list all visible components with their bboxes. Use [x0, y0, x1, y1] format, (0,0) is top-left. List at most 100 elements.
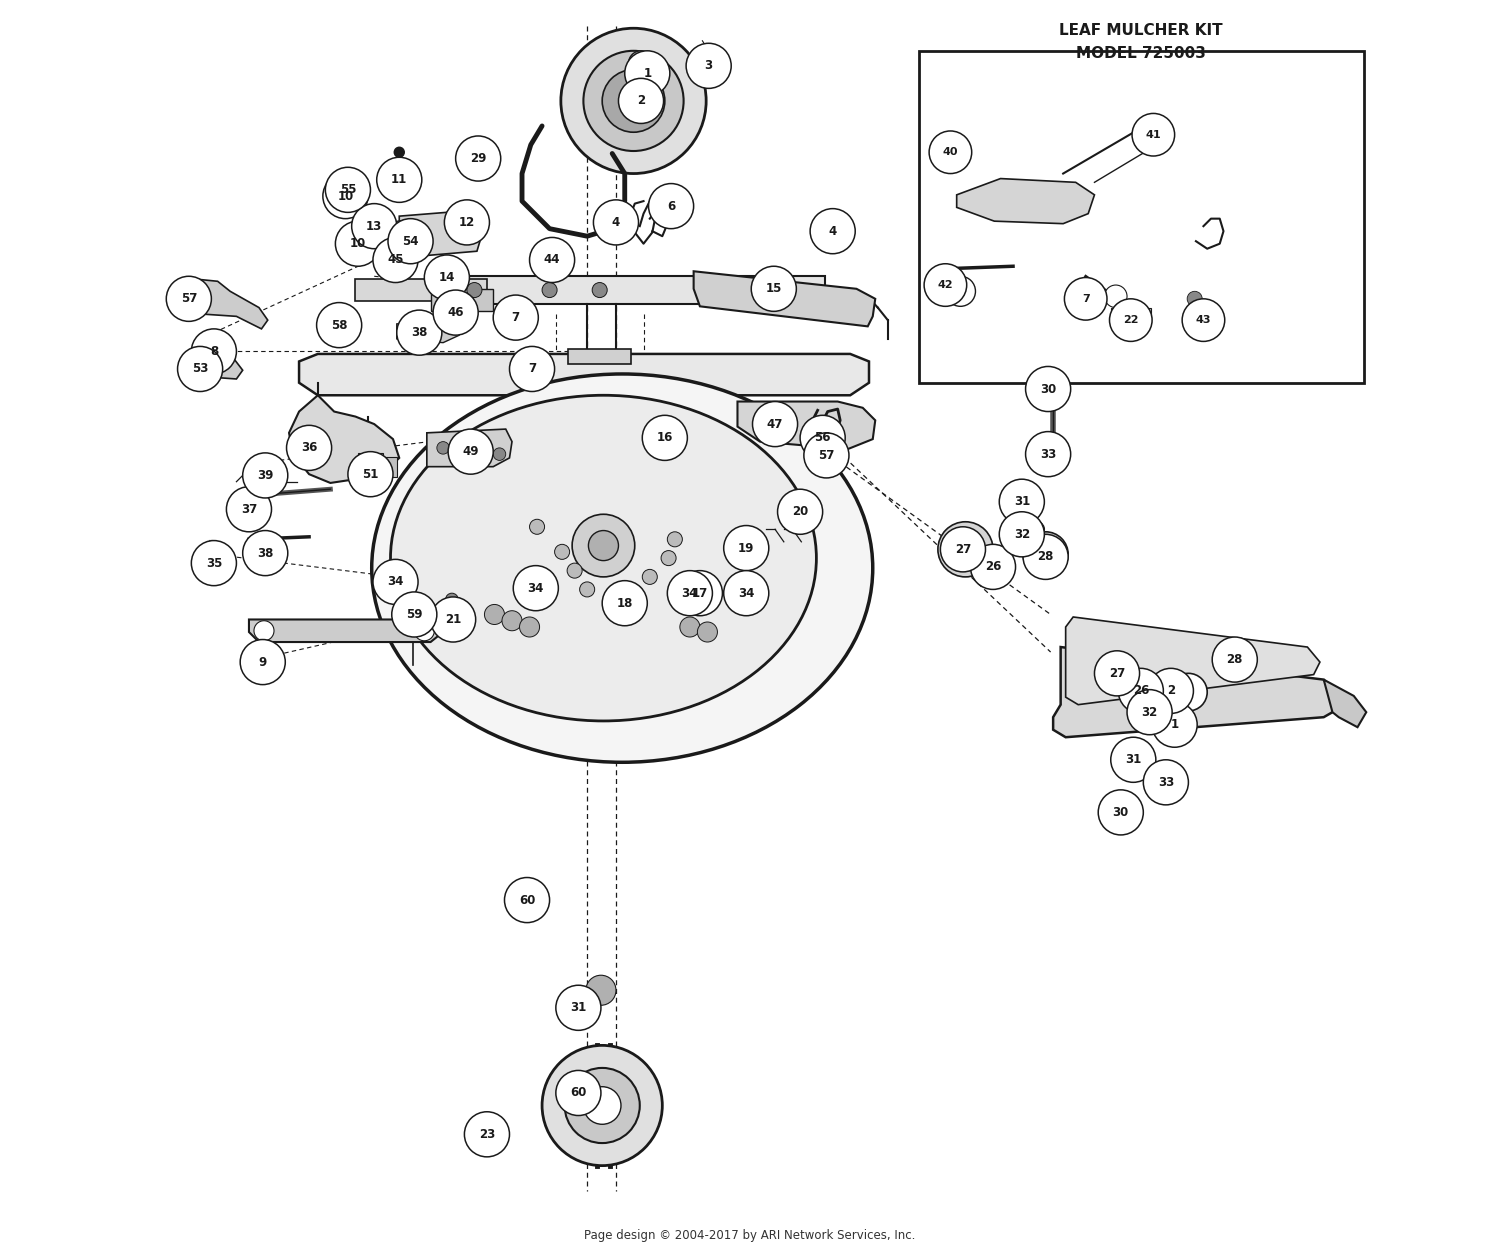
- Text: 3: 3: [705, 59, 712, 73]
- Circle shape: [624, 51, 670, 95]
- Polygon shape: [399, 211, 480, 256]
- Circle shape: [1170, 673, 1208, 711]
- Circle shape: [668, 571, 712, 616]
- Circle shape: [1098, 790, 1143, 835]
- Polygon shape: [298, 354, 868, 395]
- Text: 60: 60: [519, 894, 536, 907]
- Circle shape: [530, 519, 544, 534]
- Circle shape: [562, 1077, 594, 1110]
- Text: ARI: ARI: [568, 512, 706, 581]
- Text: 34: 34: [528, 582, 544, 594]
- Circle shape: [374, 237, 419, 282]
- Circle shape: [504, 878, 549, 923]
- Text: 40: 40: [942, 147, 958, 157]
- Text: 1: 1: [1170, 719, 1179, 731]
- Polygon shape: [430, 288, 494, 311]
- Text: 12: 12: [459, 216, 476, 229]
- Text: 54: 54: [402, 234, 418, 248]
- Circle shape: [448, 429, 494, 474]
- Text: 34: 34: [738, 587, 754, 599]
- Circle shape: [394, 147, 405, 157]
- Bar: [372, 456, 398, 477]
- Circle shape: [444, 199, 489, 245]
- Text: 26: 26: [1132, 685, 1149, 697]
- Text: 6: 6: [668, 199, 675, 213]
- Circle shape: [254, 621, 274, 641]
- Text: 15: 15: [765, 282, 782, 295]
- Circle shape: [1212, 637, 1257, 682]
- Text: 31: 31: [570, 1001, 586, 1014]
- Circle shape: [388, 218, 433, 263]
- Circle shape: [424, 255, 470, 300]
- Circle shape: [433, 290, 478, 335]
- Circle shape: [616, 582, 633, 597]
- Circle shape: [556, 986, 602, 1031]
- Text: 9: 9: [258, 656, 267, 668]
- Text: 34: 34: [387, 576, 404, 588]
- Circle shape: [316, 302, 362, 347]
- Text: 14: 14: [438, 271, 454, 283]
- Text: 10: 10: [338, 189, 354, 203]
- Circle shape: [680, 617, 700, 637]
- Circle shape: [351, 237, 364, 250]
- Circle shape: [398, 310, 442, 355]
- Text: 33: 33: [1158, 776, 1174, 789]
- Circle shape: [723, 525, 770, 571]
- Circle shape: [800, 415, 844, 460]
- Circle shape: [466, 282, 482, 297]
- Text: 32: 32: [1014, 528, 1031, 540]
- Circle shape: [579, 582, 594, 597]
- Circle shape: [474, 448, 488, 460]
- Text: 38: 38: [256, 547, 273, 559]
- Circle shape: [542, 282, 556, 297]
- Text: 4: 4: [828, 224, 837, 238]
- Text: 7: 7: [512, 311, 520, 324]
- Circle shape: [752, 266, 796, 311]
- Circle shape: [572, 514, 634, 577]
- Text: 53: 53: [192, 362, 208, 375]
- Text: 8: 8: [210, 345, 218, 357]
- Text: Page design © 2004-2017 by ARI Network Services, Inc.: Page design © 2004-2017 by ARI Network S…: [585, 1229, 915, 1243]
- Circle shape: [484, 604, 504, 624]
- Polygon shape: [368, 219, 419, 248]
- Circle shape: [1143, 760, 1188, 805]
- Circle shape: [1119, 668, 1164, 714]
- Circle shape: [668, 532, 682, 547]
- Circle shape: [430, 597, 476, 642]
- Text: 47: 47: [766, 418, 783, 430]
- Text: 46: 46: [447, 306, 464, 319]
- Circle shape: [602, 581, 648, 626]
- Circle shape: [938, 522, 993, 577]
- Text: 49: 49: [462, 445, 478, 458]
- Circle shape: [322, 173, 368, 218]
- Text: 60: 60: [570, 1086, 586, 1100]
- Text: 26: 26: [986, 561, 1000, 573]
- Circle shape: [494, 448, 506, 460]
- Circle shape: [723, 571, 770, 616]
- Circle shape: [952, 537, 978, 562]
- Circle shape: [336, 221, 381, 266]
- Text: 2: 2: [638, 94, 645, 108]
- Circle shape: [456, 445, 468, 458]
- Polygon shape: [693, 271, 876, 326]
- Text: 2: 2: [1167, 685, 1174, 697]
- Circle shape: [567, 563, 582, 578]
- Text: 41: 41: [1146, 129, 1161, 139]
- Polygon shape: [290, 395, 399, 483]
- Text: 10: 10: [350, 237, 366, 251]
- Circle shape: [1104, 285, 1126, 307]
- Text: 7: 7: [1082, 293, 1089, 303]
- Text: 16: 16: [657, 431, 674, 444]
- Circle shape: [628, 51, 654, 75]
- Text: 37: 37: [242, 503, 256, 515]
- Circle shape: [166, 276, 211, 321]
- Ellipse shape: [372, 374, 873, 762]
- Text: 33: 33: [1040, 448, 1056, 460]
- Circle shape: [1065, 277, 1107, 320]
- Bar: [568, 349, 632, 364]
- Polygon shape: [249, 608, 447, 642]
- Circle shape: [177, 346, 222, 391]
- Text: 19: 19: [738, 542, 754, 554]
- Text: 7: 7: [528, 362, 536, 375]
- Circle shape: [555, 544, 570, 559]
